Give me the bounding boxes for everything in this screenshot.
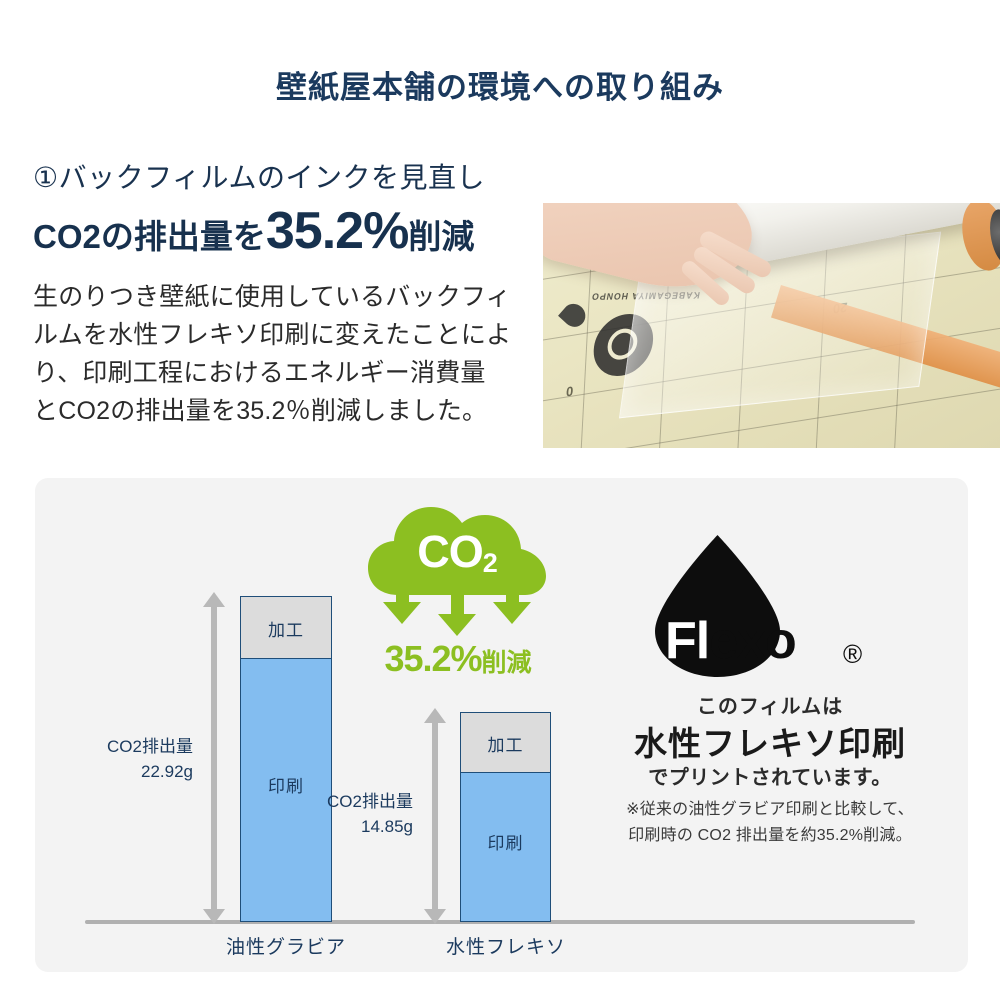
bar-segment-print-label: 印刷 (268, 777, 304, 796)
value-label-caption: CO2排出量 (107, 737, 193, 756)
bar-oil-gravure: 加工 印刷 (240, 596, 332, 922)
bar-water-flexo: 加工 印刷 (460, 712, 551, 922)
intro-headline: CO2の排出量を 35.2% 削減 (33, 202, 563, 260)
flexo-wordmark: Flexo (665, 612, 797, 670)
mat-number: 0 (565, 383, 574, 400)
bar-segment-print-label: 印刷 (487, 834, 524, 853)
flexo-footnote: ※従来の油性グラビア印刷と比較して、 印刷時の CO2 排出量を約35.2%削減… (595, 797, 945, 848)
bar-segment-process: 加工 (461, 713, 550, 773)
value-label-caption: CO2排出量 (327, 792, 413, 811)
co2-label: CO2 (417, 526, 498, 578)
bar-segment-print: 印刷 (241, 659, 331, 921)
cloud-icon (368, 507, 546, 595)
co2-cloud-graphic: CO2 35.2%削減 (368, 498, 558, 688)
drop-mark-icon (558, 299, 590, 332)
reduction-word: 削減 (481, 649, 532, 677)
co2-reduction-label: 35.2%削減 (360, 638, 556, 680)
flexo-footnote-line: 印刷時の CO2 排出量を約35.2%削減。 (628, 826, 912, 844)
category-label-water-flexo: 水性フレキソ (445, 937, 566, 958)
value-label-water-flexo: CO2排出量 14.85g (225, 790, 413, 839)
category-label-oil-gravure: 油性グラビア (225, 937, 346, 958)
value-label-amount: 14.85g (361, 816, 413, 836)
body-line: り、印刷工程におけるエネルギー消費量 (33, 359, 486, 387)
chart-baseline (85, 920, 915, 924)
flexo-block: Flexo ® このフィルムは 水性フレキソ印刷 でプリントされています。 ※従… (595, 535, 945, 865)
bar-segment-process-label: 加工 (487, 736, 524, 755)
body-line: 生のりつき壁紙に使用しているバックフィ (33, 283, 511, 311)
wallpaper-photo: KABEGAMIYA HONPO 0 10 20 (543, 203, 1000, 448)
value-label-oil-gravure: CO2排出量 22.92g (0, 735, 193, 784)
flexo-wordmark-outer: exo (709, 612, 797, 670)
flexo-footnote-line: ※従来の油性グラビア印刷と比較して、 (626, 801, 914, 818)
measure-arrow-water-flexo (424, 708, 446, 924)
body-line: とCO2の排出量を35.2％削減しました。 (33, 397, 488, 425)
flexo-wordmark-inner: Fl (665, 612, 710, 670)
bar-segment-print: 印刷 (461, 773, 550, 921)
reduction-value: 35.2% (384, 638, 482, 679)
bar-segment-process-label: 加工 (268, 621, 304, 640)
intro-lead: ①バックフィルムのインクを見直し (33, 162, 485, 193)
flexo-caption-line2: 水性フレキソ印刷 (634, 725, 906, 762)
page-title: 壁紙屋本舗の環境への取り組み (276, 70, 724, 105)
body-line: ルムを水性フレキソ印刷に変えたことによ (33, 321, 512, 349)
bar-segment-process: 加工 (241, 597, 331, 659)
flexo-caption-line3: でプリントされています。 (648, 767, 892, 789)
headline-suffix: 削減 (408, 218, 475, 255)
value-label-amount: 22.92g (141, 761, 193, 781)
headline-prefix: CO2の排出量を (33, 218, 266, 255)
registered-trademark-icon: ® (843, 639, 863, 669)
flexo-caption-line1: このフィルムは (696, 696, 844, 718)
water-drop-icon (655, 535, 780, 677)
measure-arrow-oil-gravure (203, 592, 225, 924)
headline-percent: 35.2% (265, 202, 409, 260)
intro-body: 生のりつき壁紙に使用しているバックフィ ルムを水性フレキソ印刷に変えたことによ … (33, 278, 553, 430)
